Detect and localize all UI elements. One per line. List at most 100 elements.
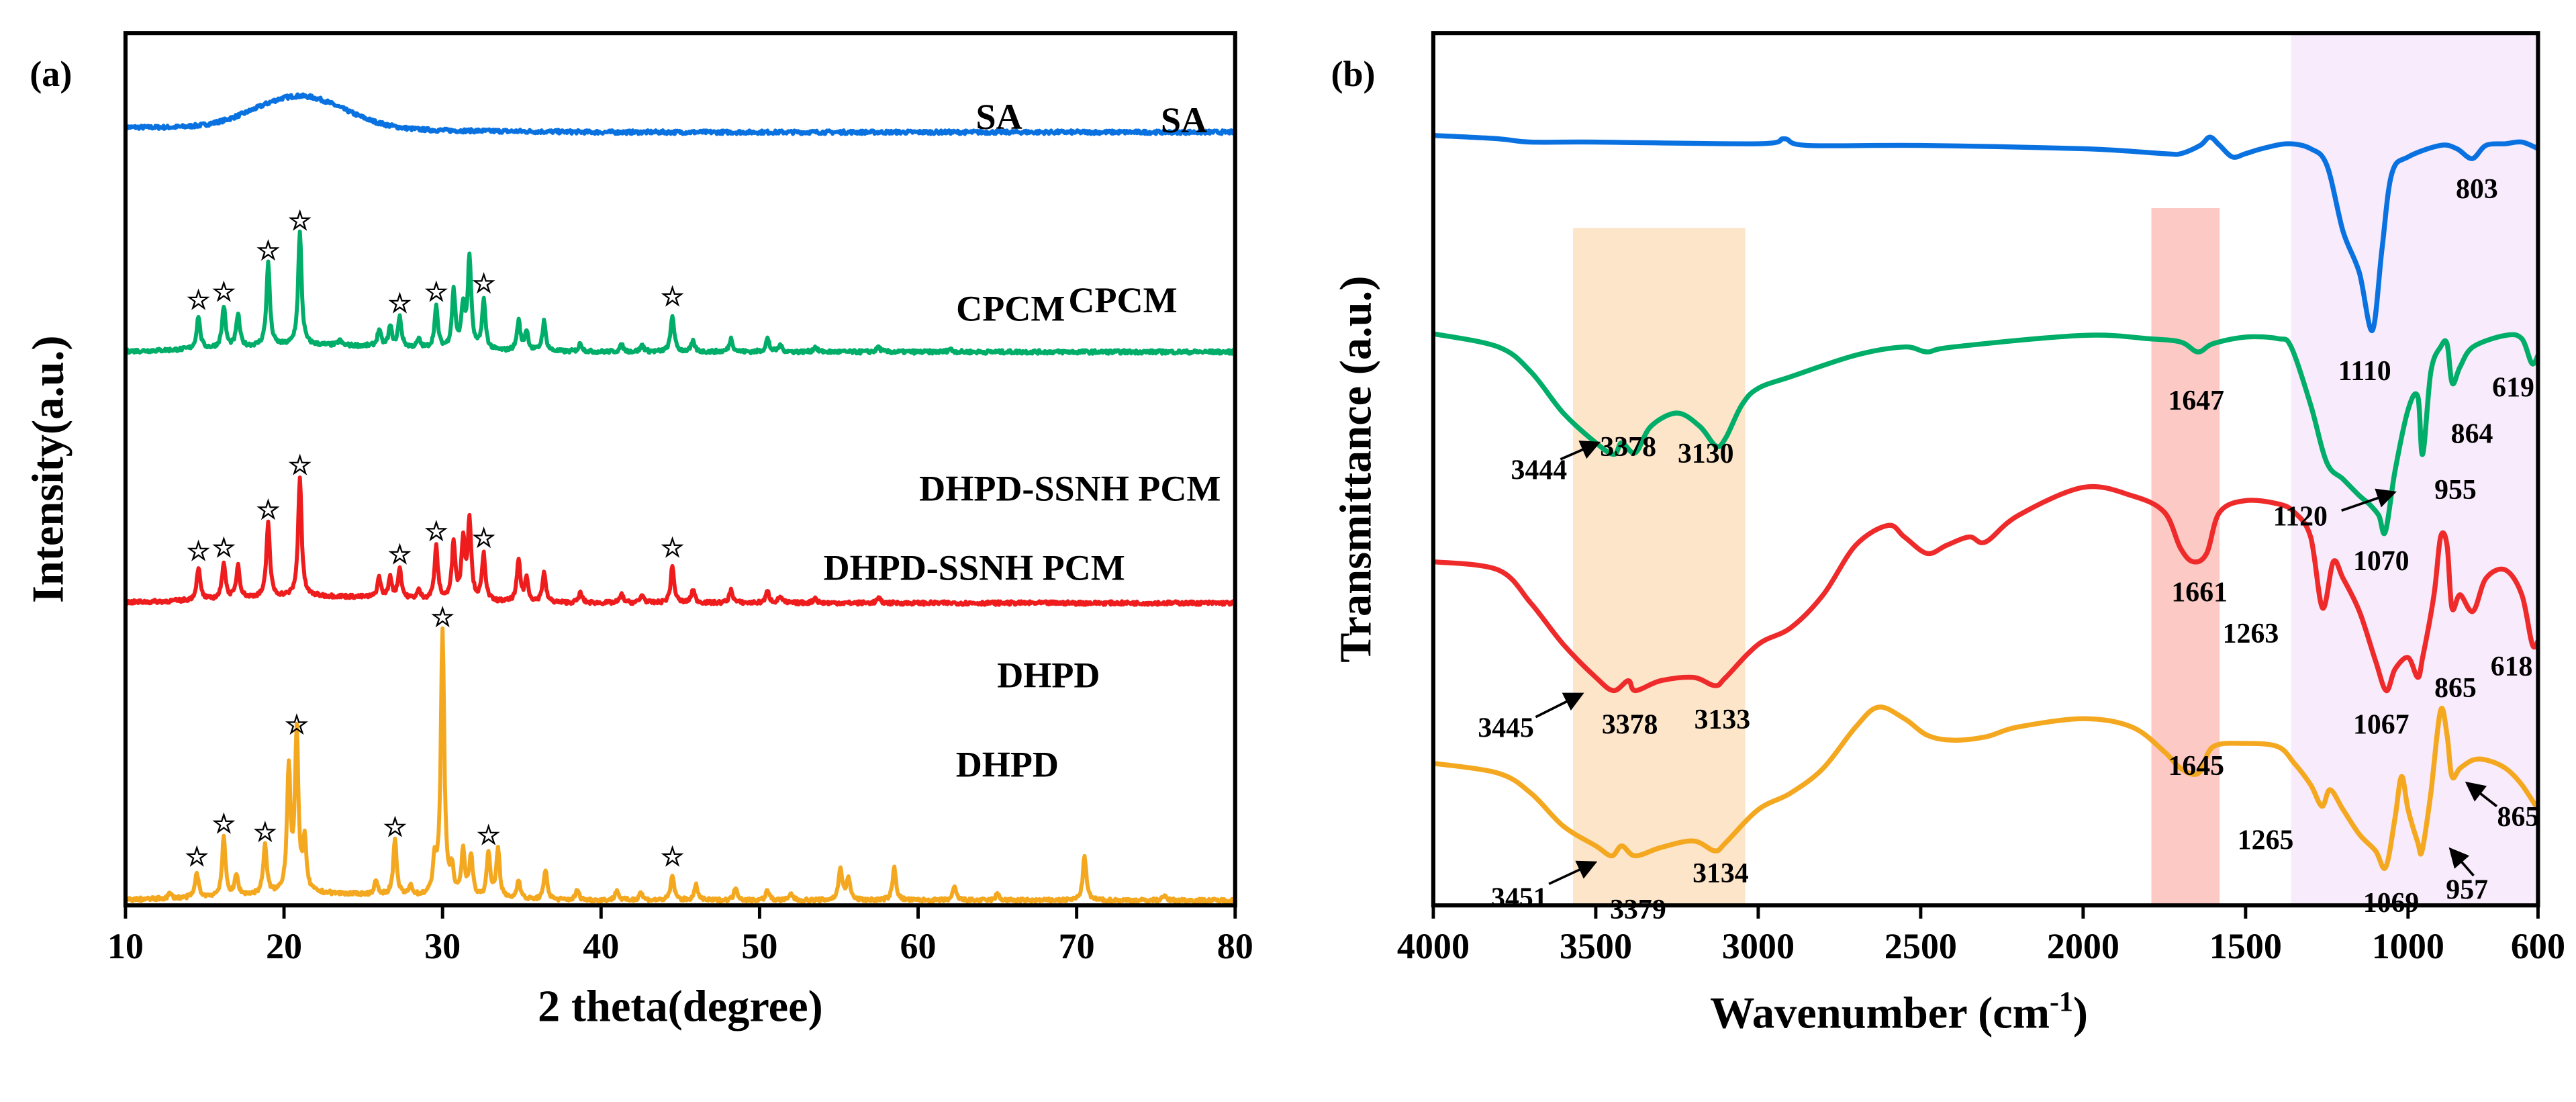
ftir-peak-annotation: 864 <box>2451 418 2493 449</box>
xrd-series-cpcm <box>124 229 1237 356</box>
ftir-peak-annotation: 3378 <box>1600 432 1656 463</box>
ftir-peak-annotation: 1067 <box>2353 709 2410 740</box>
ftir-peak-annotation: 619 <box>2492 372 2534 403</box>
ftir-peak-annotation: 1661 <box>2171 578 2228 608</box>
xrd-peak-star-marker: ☆ <box>661 533 684 563</box>
xrd-peak-star-marker: ☆ <box>288 206 312 236</box>
ftir-x-tick-label: 1000 <box>2372 926 2444 966</box>
ftir-panel: (b) SA CPCM DHPD-SSNH PCM DHPD 803 1110 3444 33… <box>919 31 2565 1038</box>
ftir-plot-frame <box>1431 31 2540 908</box>
ftir-peak-annotation: 1265 <box>2238 825 2294 856</box>
ftir-peak-annotation: 3133 <box>1695 704 1751 735</box>
xrd-peak-star-marker: ☆ <box>388 289 412 318</box>
xrd-x-tick-label: 70 <box>1059 926 1095 966</box>
ftir-peak-annotation: 618 <box>2491 651 2533 682</box>
ftir-x-tick-label: 600 <box>2511 926 2565 966</box>
xrd-peak-star-marker: ☆ <box>253 817 277 847</box>
xrd-peak-star-marker: ☆ <box>472 269 495 298</box>
ftir-series-sa <box>1433 133 2539 333</box>
xrd-x-tick-label: 20 <box>266 926 302 966</box>
xrd-peak-star-marker: ☆ <box>431 602 455 632</box>
ftir-peak-annotation: 1263 <box>2223 618 2279 649</box>
ftir-peak-annotation: 3451 <box>1491 883 1547 914</box>
ftir-x-tick-label: 3000 <box>1722 926 1795 966</box>
ftir-peak-annotation: 957 <box>2446 874 2488 905</box>
xrd-series-label-dhpd-ssnh-pcm: DHPD-SSNH PCM <box>824 548 1125 588</box>
ftir-peak-annotation: 1647 <box>2168 385 2224 416</box>
xrd-peak-star-marker: ☆ <box>212 533 236 563</box>
xrd-plot-frame <box>123 31 1237 908</box>
panel-label-b: (b) <box>1331 54 1375 94</box>
xrd-series-label-cpcm: CPCM <box>956 288 1065 328</box>
ftir-annotation-arrow <box>2448 847 2475 877</box>
ftir-peak-annotation: 3134 <box>1692 858 1749 889</box>
ftir-x-tick-label: 2500 <box>1885 926 1957 966</box>
xrd-peak-star-marker: ☆ <box>383 813 407 842</box>
ftir-annotation-arrow <box>2465 781 2498 808</box>
ftir-peak-annotation: 3445 <box>1478 713 1534 743</box>
ftir-peak-annotation: 1070 <box>2353 546 2410 577</box>
xrd-series-dhpd <box>124 626 1237 905</box>
xrd-peak-star-marker: ☆ <box>212 277 236 307</box>
xrd-x-tick-label: 30 <box>424 926 461 966</box>
xrd-x-tick-label: 10 <box>107 926 144 966</box>
ftir-annotation-arrow <box>1535 692 1584 719</box>
ftir-annotation-arrow <box>1560 441 1601 461</box>
xrd-x-tick-label: 60 <box>900 926 936 966</box>
xrd-peak-star-marker: ☆ <box>661 842 684 872</box>
ftir-peak-annotation: 3444 <box>1511 455 1568 486</box>
ftir-series-dhpd <box>1433 704 2540 871</box>
xrd-peak-star-marker: ☆ <box>472 523 495 553</box>
ftir-peak-annotation: 1120 <box>2273 501 2328 532</box>
ftir-peak-annotation: 865 <box>2434 673 2477 704</box>
ftir-peak-annotation: 3379 <box>1610 894 1666 925</box>
ftir-peak-annotation: 3378 <box>1602 709 1658 740</box>
xrd-peak-star-marker: ☆ <box>187 285 210 315</box>
ftir-peak-annotation: 955 <box>2434 475 2477 506</box>
xrd-peak-star-marker: ☆ <box>661 282 684 312</box>
xrd-x-tick-label: 40 <box>583 926 619 966</box>
ftir-y-axis-label: Transmittance (a.u.) <box>1331 276 1380 663</box>
xrd-series-label-dhpd: DHPD <box>956 744 1059 784</box>
xrd-peak-star-marker: ☆ <box>256 496 280 525</box>
ftir-series-label-dhpd: DHPD <box>997 655 1100 695</box>
ftir-series-cpcm <box>1433 331 2540 537</box>
xrd-peak-star-marker: ☆ <box>285 710 308 739</box>
xrd-series-label-sa: SA <box>975 97 1022 137</box>
ftir-x-tick-label: 1500 <box>2209 926 2282 966</box>
xrd-series-sa <box>124 92 1237 136</box>
ftir-x-axis-label: Wavenumber (cm-1) <box>1710 987 2088 1038</box>
ftir-peak-annotation: 3130 <box>1678 439 1734 469</box>
ftir-shaded-region <box>1573 228 1746 906</box>
ftir-annotation-arrow <box>2341 488 2397 512</box>
ftir-peak-annotation: 1110 <box>2338 356 2391 387</box>
xrd-peak-star-marker: ☆ <box>288 451 312 480</box>
ftir-x-axis-label-main: Wavenumber (cm <box>1710 989 2050 1038</box>
ftir-series-dhpd-ssnh-pcm <box>1433 484 2540 694</box>
ftir-series-label-cpcm: CPCM <box>1068 280 1177 320</box>
xrd-x-axis-label: 2 theta(degree) <box>538 982 823 1031</box>
xrd-peak-star-marker: ☆ <box>212 809 236 839</box>
xrd-peak-star-marker: ☆ <box>187 537 210 566</box>
ftir-x-axis-label-end: ) <box>2073 989 2088 1038</box>
ftir-series-label-dhpd-ssnh-pcm: DHPD-SSNH PCM <box>919 468 1221 508</box>
xrd-peak-star-marker: ☆ <box>185 842 209 872</box>
ftir-annotation-arrow <box>1548 860 1598 885</box>
ftir-peak-annotation: 1645 <box>2168 751 2224 782</box>
ftir-x-axis-label-sup: -1 <box>2050 987 2073 1018</box>
xrd-x-tick-label: 50 <box>741 926 777 966</box>
xrd-x-tick-label: 80 <box>1217 926 1253 966</box>
xrd-peak-star-marker: ☆ <box>388 540 412 569</box>
ftir-x-tick-label: 3500 <box>1560 926 1632 966</box>
ftir-series-label-sa: SA <box>1161 100 1207 140</box>
xrd-panel: (a) ☆ ☆☆☆☆ ☆ ☆ ☆☆ ☆☆☆☆☆ ☆ ☆☆☆ ☆☆☆☆☆☆SACPCMDHPD-S… <box>23 31 1253 1031</box>
ftir-peak-annotation: 865 <box>2497 802 2540 833</box>
xrd-peak-star-marker: ☆ <box>256 236 280 265</box>
xrd-peak-star-marker: ☆ <box>424 277 448 307</box>
ftir-x-tick-label: 4000 <box>1397 926 1470 966</box>
xrd-peak-star-marker: ☆ <box>477 821 500 850</box>
xrd-y-axis-label: Intensity(a.u.) <box>23 335 73 603</box>
ftir-x-tick-label: 2000 <box>2047 926 2119 966</box>
ftir-peak-annotation: 1069 <box>2363 888 2420 919</box>
